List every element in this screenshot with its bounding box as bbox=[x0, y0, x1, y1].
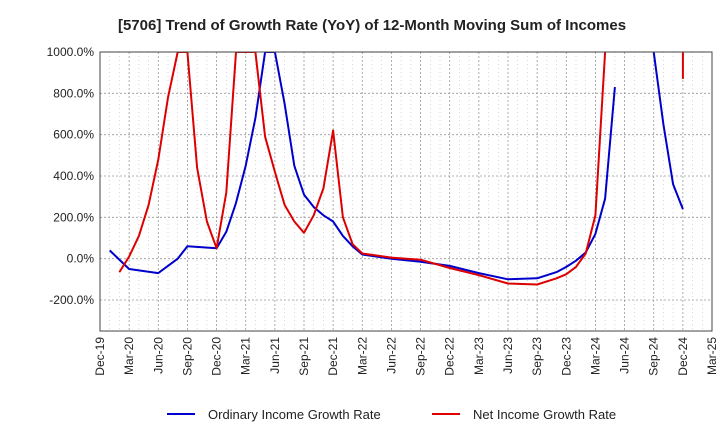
series-line-ordinary bbox=[652, 52, 684, 210]
legend: Ordinary Income Growth Rate Net Income G… bbox=[167, 407, 616, 422]
x-tick-label: Jun-22 bbox=[384, 337, 398, 374]
series-line-net bbox=[118, 52, 607, 286]
y-axis-ticks: 1000.0% 800.0% 600.0% 400.0% 200.0% 0.0% -200.… bbox=[47, 45, 95, 307]
x-tick-label: Sep-23 bbox=[530, 337, 544, 376]
chart-title: [5706] Trend of Growth Rate (YoY) of 12-… bbox=[118, 17, 626, 34]
x-tick-label: Sep-21 bbox=[297, 337, 311, 376]
x-tick-label: Jun-20 bbox=[151, 337, 165, 374]
x-tick-label: Dec-20 bbox=[210, 337, 224, 376]
legend-label-net: Net Income Growth Rate bbox=[473, 407, 616, 422]
plot-frame bbox=[99, 51, 713, 332]
legend-label-ordinary: Ordinary Income Growth Rate bbox=[208, 407, 381, 422]
x-tick-label: Mar-22 bbox=[355, 337, 369, 375]
y-tick-label: 800.0% bbox=[53, 86, 94, 100]
series-line-ordinary bbox=[109, 52, 616, 281]
x-tick-label: Sep-24 bbox=[647, 337, 661, 376]
x-tick-label: Sep-20 bbox=[180, 337, 194, 376]
y-tick-label: 200.0% bbox=[53, 210, 94, 224]
x-tick-label: Dec-24 bbox=[676, 337, 690, 376]
x-tick-label: Dec-21 bbox=[326, 337, 340, 376]
x-tick-label: Dec-19 bbox=[93, 337, 107, 376]
x-tick-label: Jun-21 bbox=[268, 337, 282, 374]
x-tick-label: Mar-25 bbox=[705, 337, 719, 375]
x-tick-label: Sep-22 bbox=[414, 337, 428, 376]
series-lines bbox=[109, 52, 684, 286]
y-tick-label: 0.0% bbox=[67, 252, 95, 266]
x-tick-label: Mar-20 bbox=[122, 337, 136, 375]
x-tick-label: Jun-23 bbox=[501, 337, 515, 374]
y-tick-label: -200.0% bbox=[49, 293, 94, 307]
x-tick-label: Mar-24 bbox=[588, 337, 602, 375]
y-tick-label: 600.0% bbox=[53, 128, 94, 142]
y-tick-label: 400.0% bbox=[53, 169, 94, 183]
x-tick-label: Mar-21 bbox=[239, 337, 253, 375]
x-tick-label: Jun-24 bbox=[618, 337, 632, 374]
y-tick-label: 1000.0% bbox=[47, 45, 95, 59]
x-axis-ticks: Dec-19 Mar-20 Jun-20 Sep-20 Dec-20 Mar-21 Jun-… bbox=[93, 337, 719, 376]
x-tick-label: Dec-23 bbox=[559, 337, 573, 376]
x-tick-label: Dec-22 bbox=[443, 337, 457, 376]
x-tick-label: Mar-23 bbox=[472, 337, 486, 375]
